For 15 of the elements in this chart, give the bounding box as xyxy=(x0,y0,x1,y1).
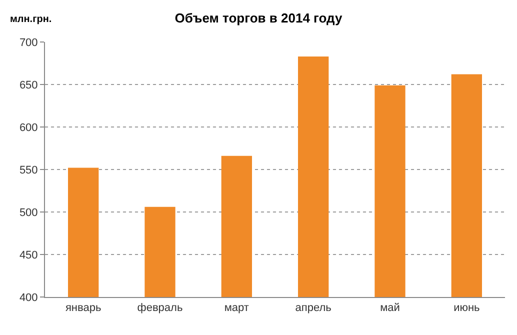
y-tick-label: 550 xyxy=(19,164,38,176)
x-tick-label: январь xyxy=(65,302,102,314)
y-tick-label: 500 xyxy=(19,206,38,219)
x-tick-label: май xyxy=(380,302,400,314)
y-tick-label: 650 xyxy=(19,79,38,92)
y-axis-title: млн.грн. xyxy=(10,14,52,25)
x-tick-label: март xyxy=(224,302,249,314)
y-tick-label: 600 xyxy=(19,122,38,134)
x-tick-label: июнь xyxy=(454,302,480,314)
chart-title: Объем торгов в 2014 году xyxy=(174,10,343,26)
y-tick-label: 700 xyxy=(19,36,38,49)
x-tick-label: апрель xyxy=(295,302,332,314)
x-tick-label: февраль xyxy=(137,302,183,314)
y-tick-label: 400 xyxy=(19,292,38,304)
y-tick-label: 450 xyxy=(19,249,38,262)
